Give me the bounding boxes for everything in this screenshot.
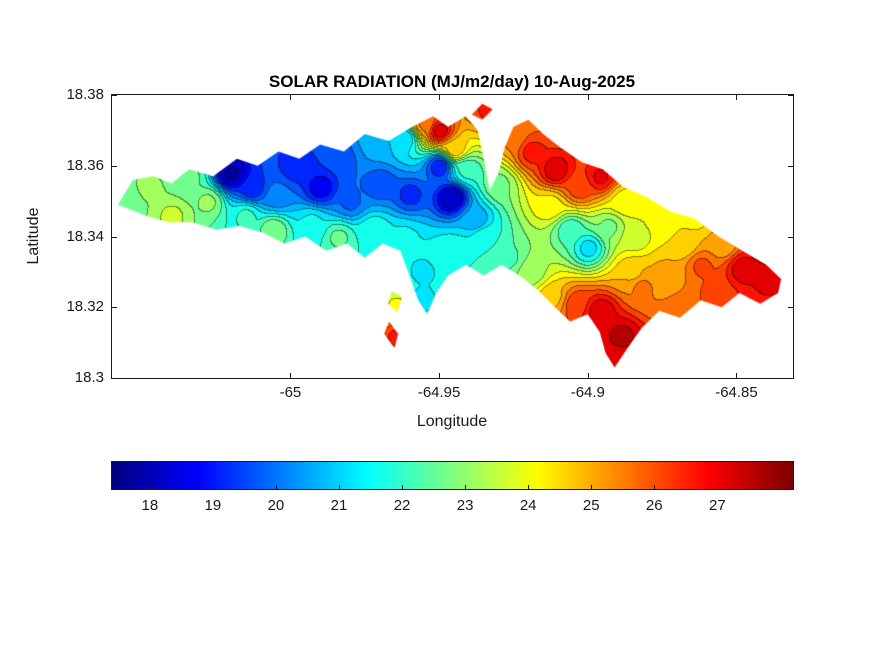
y-tick-label: 18.38 bbox=[66, 86, 104, 103]
x-tick-mark bbox=[290, 373, 292, 378]
colorbar-tick-mark bbox=[212, 485, 214, 489]
colorbar-tick-label: 26 bbox=[645, 497, 663, 514]
x-tick-label: -65 bbox=[279, 384, 302, 401]
colorbar-tick-mark bbox=[717, 485, 719, 489]
x-tick-mark bbox=[736, 373, 738, 378]
colorbar-tick-label: 18 bbox=[141, 497, 159, 514]
y-tick-mark bbox=[112, 95, 117, 96]
y-tick-label: 18.34 bbox=[66, 227, 104, 245]
y-tick-mark bbox=[788, 95, 793, 96]
x-tick-mark bbox=[736, 95, 738, 100]
plot-axes-box bbox=[111, 94, 794, 379]
colorbar-tick-label: 19 bbox=[204, 497, 222, 514]
y-tick-mark bbox=[788, 236, 793, 238]
y-tick-mark bbox=[788, 378, 793, 379]
y-tick-label: 18.3 bbox=[74, 369, 104, 386]
colorbar-tick-mark bbox=[402, 485, 404, 489]
colorbar-tick-mark bbox=[275, 485, 277, 489]
y-tick-mark bbox=[112, 378, 117, 379]
plot-title: SOLAR RADIATION (MJ/m2/day) 10-Aug-2025 bbox=[268, 72, 636, 91]
colorbar-tick-label: 24 bbox=[519, 497, 537, 514]
x-tick-mark bbox=[587, 373, 589, 378]
colorbar-tick-label: 21 bbox=[330, 497, 348, 514]
x-axis-label: Longitude bbox=[416, 413, 488, 430]
colorbar-tick-mark bbox=[149, 485, 151, 489]
x-tick-mark bbox=[587, 95, 589, 100]
y-axis-label: Latitude bbox=[25, 207, 42, 265]
contour-map-canvas bbox=[112, 95, 793, 378]
x-tick-mark bbox=[439, 95, 441, 100]
y-tick-mark bbox=[112, 307, 117, 309]
x-tick-mark bbox=[439, 373, 441, 378]
y-tick-mark bbox=[788, 165, 793, 167]
colorbar-tick-mark bbox=[339, 485, 340, 489]
x-tick-mark bbox=[290, 95, 292, 100]
y-tick-label: 18.36 bbox=[66, 156, 104, 174]
colorbar-tick-mark bbox=[465, 485, 467, 489]
colorbar-tick-label: 23 bbox=[456, 497, 474, 514]
colorbar-tick-mark bbox=[591, 485, 593, 489]
colorbar-tick-mark bbox=[654, 485, 656, 489]
colorbar-tick-label: 25 bbox=[582, 497, 600, 514]
x-tick-label: -64.9 bbox=[570, 384, 605, 401]
y-tick-mark bbox=[112, 165, 117, 167]
y-tick-label: 18.32 bbox=[66, 298, 104, 316]
y-tick-mark bbox=[788, 307, 793, 309]
colorbar-tick-label: 22 bbox=[393, 497, 411, 514]
colorbar-canvas bbox=[111, 461, 794, 490]
colorbar-tick-mark bbox=[528, 485, 530, 489]
x-tick-label: -64.85 bbox=[715, 384, 758, 401]
y-tick-mark bbox=[112, 236, 117, 238]
colorbar-tick-label: 20 bbox=[267, 497, 285, 514]
colorbar-tick-label: 27 bbox=[708, 497, 726, 514]
x-tick-label: -64.95 bbox=[417, 384, 461, 401]
